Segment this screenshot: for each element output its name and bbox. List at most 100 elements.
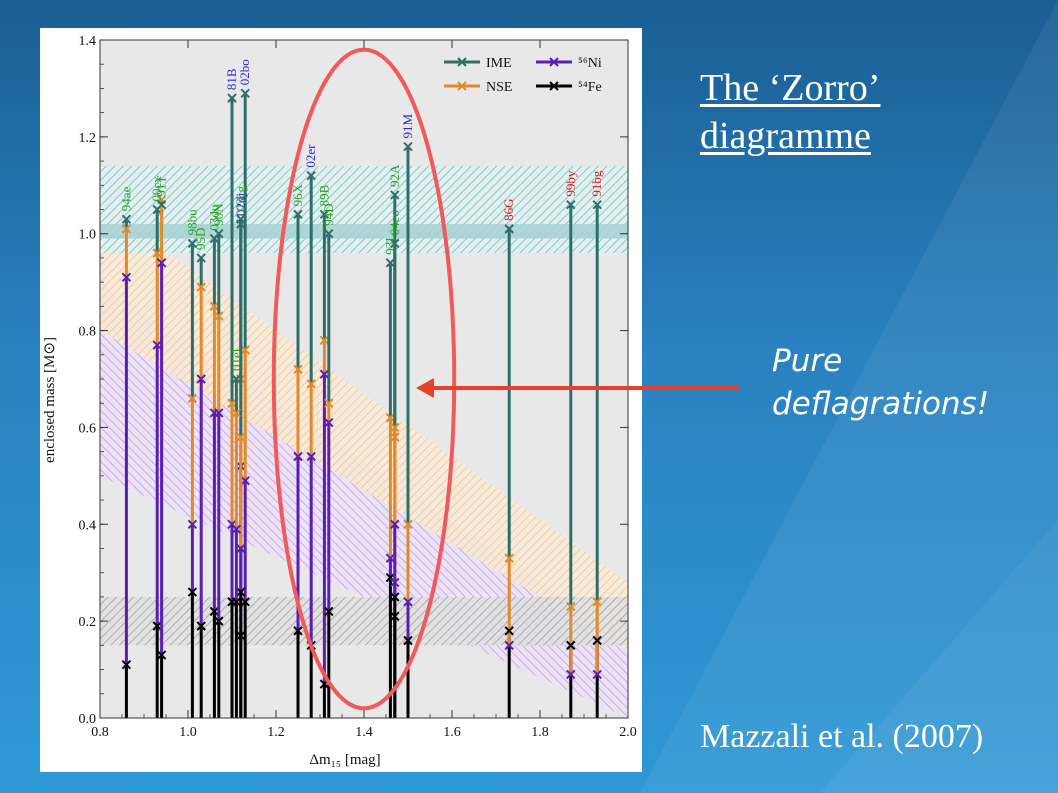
tick-labels: 0.8 1.0 1.2 1.4 1.6 1.8 2.0 0.0 0.2 0.4 0.6 0.8 1.0 1… (79, 34, 637, 740)
nse-marker (293, 364, 303, 375)
plot-frame (99, 39, 629, 719)
legend-label: NSE (486, 80, 512, 95)
x-tick-label: 1.6 (443, 725, 461, 740)
ime-marker (293, 209, 303, 220)
ime-marker (240, 88, 250, 98)
ni-marker (385, 553, 396, 563)
supernova-label: 94ae (118, 186, 133, 211)
supernova-label: 94D (321, 203, 336, 225)
fe-marker (156, 650, 167, 660)
ime-marker (196, 253, 206, 263)
fe-marker (390, 592, 400, 602)
fe-marker (324, 606, 334, 617)
supernova-label: 95D (193, 228, 208, 250)
y-tick-label: 0.6 (79, 421, 97, 436)
nse-marker (236, 432, 246, 442)
fe-marker (121, 660, 132, 670)
ime-marker (214, 229, 224, 239)
ni-marker (187, 519, 198, 529)
ime-marker (504, 224, 514, 234)
supernova-label: 89B (316, 184, 331, 206)
supernova-label: 81B (224, 68, 239, 90)
x-tick-label: 1.2 (267, 725, 285, 740)
nse-marker (504, 553, 514, 563)
nse-marker (187, 393, 198, 404)
ime-marker (306, 170, 316, 181)
ime-marker (187, 238, 198, 249)
x-axis-label: Δm₁₅ [mag] (309, 752, 380, 768)
ime-marker (236, 214, 246, 224)
nse-marker (240, 345, 250, 355)
fe-marker (152, 621, 162, 631)
ni-marker (306, 451, 316, 462)
legend-marker (549, 57, 559, 67)
ime-marker (566, 199, 576, 210)
ni-marker (390, 519, 400, 529)
supernova-label: 99by (563, 170, 578, 197)
legend-label: ⁵⁶Ni (578, 56, 602, 71)
ni-marker (324, 417, 334, 428)
legend-marker (457, 81, 467, 91)
legend-marker (457, 57, 467, 67)
slide-title-line1: The ‘Zorro’ (700, 67, 881, 109)
ni-marker (240, 475, 250, 486)
fe-marker (592, 635, 602, 646)
supernova-label: 01el (228, 348, 243, 371)
chart-legend: IME NSE ⁵⁶Ni ⁵⁴Fe (438, 50, 616, 102)
ni-marker (293, 451, 303, 462)
nse-marker (324, 398, 334, 408)
arrow-icon (416, 378, 740, 398)
supernova-label: 96X (290, 183, 305, 206)
ime-marker (231, 374, 242, 384)
supernova-label: 92A (387, 164, 402, 187)
ni-marker (214, 408, 224, 418)
x-tick-label: 0.8 (91, 725, 109, 740)
nse-marker (209, 301, 220, 312)
y-tick-label: 0.4 (79, 518, 97, 533)
ni-marker (156, 258, 167, 268)
ni-marker (504, 640, 514, 651)
nse-marker (152, 248, 162, 258)
fe-marker (231, 597, 242, 607)
annotation-line1: Pure (772, 343, 843, 379)
supernova-label: 02er (303, 144, 318, 168)
supernova-label: 04eo (387, 210, 402, 235)
nse-marker (227, 398, 237, 408)
ime-marker (390, 190, 400, 200)
y-tick-label: 1.2 (79, 131, 97, 146)
ime-marker (319, 209, 330, 220)
ni-marker (403, 597, 413, 607)
supernova-label: 02bo (237, 59, 252, 85)
y-tick-label: 0.2 (79, 615, 97, 630)
supernova-label: 91bg (589, 170, 604, 197)
ime-marker (121, 214, 132, 224)
y-tick-label: 0.0 (79, 712, 97, 727)
deflagration-annotation: Pure deflagrations! (772, 340, 1042, 426)
highlight-ellipse (271, 47, 457, 711)
y-axis-label: enclosed mass [M⊙] (42, 337, 58, 463)
supernova-label: 91M (400, 114, 415, 139)
nse-marker (592, 597, 602, 607)
nse-marker (196, 282, 206, 292)
y-tick-label: 1.4 (79, 34, 97, 49)
supernova-label: 00cx (149, 176, 164, 202)
fe-marker (196, 621, 206, 631)
x-tick-label: 1.4 (355, 725, 373, 740)
nse-marker (385, 413, 396, 423)
x-tick-label: 1.8 (531, 725, 549, 740)
supernova-label: 03du (206, 204, 221, 231)
ime-marker (403, 141, 413, 152)
background-band-lower (820, 520, 1058, 793)
x-tick-label: 1.0 (179, 725, 197, 740)
fe-marker (209, 606, 220, 617)
citation: Mazzali et al. (2007) (700, 718, 984, 755)
supernova-label: 03cg (233, 185, 248, 211)
legend-marker (549, 81, 559, 91)
fe-marker (293, 626, 303, 636)
ni-marker (152, 340, 162, 350)
supernova-label: 86G (501, 198, 516, 220)
ni-marker (231, 524, 242, 534)
ni-marker (196, 374, 206, 384)
